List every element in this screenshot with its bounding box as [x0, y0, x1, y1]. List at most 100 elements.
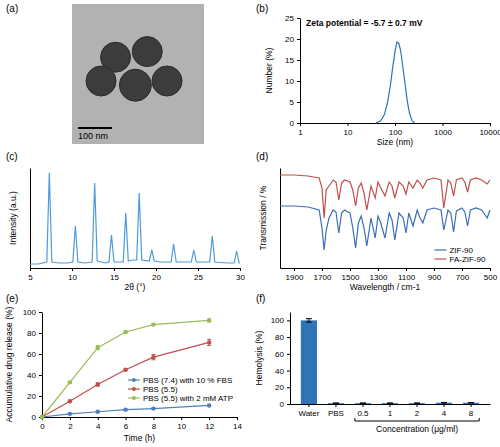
- y-axis-line: [290, 313, 291, 405]
- annotation: Concentration (μg/ml): [376, 424, 458, 434]
- legend-label: PBS (5.5) with 2 mM ATP: [143, 394, 233, 403]
- tick-label: 80: [27, 329, 36, 338]
- tick-label: 10: [177, 422, 186, 431]
- marker: [123, 407, 127, 411]
- tick-mark: [406, 268, 407, 271]
- tick-mark: [287, 354, 290, 355]
- y-axis-tick: 5: [290, 98, 300, 107]
- error-bar: [207, 339, 211, 345]
- tick-label: 40: [275, 367, 284, 376]
- y-axis-line: [300, 19, 301, 124]
- tick-mark: [39, 396, 42, 397]
- x-axis-tick: 8: [469, 404, 474, 418]
- tick-label: 1900: [286, 273, 304, 282]
- error-cap: [387, 403, 393, 404]
- error-cap: [207, 339, 211, 340]
- series-line: [280, 175, 490, 218]
- x-axis-tick: 0.5: [357, 404, 369, 418]
- x-axis-tick: 20: [152, 268, 161, 282]
- y-axis-line: [42, 313, 43, 418]
- error-cap: [306, 322, 312, 323]
- error-cap: [468, 402, 474, 403]
- tick-label: 1700: [314, 273, 332, 282]
- tick-mark: [434, 268, 435, 271]
- bracket-end: [479, 418, 480, 421]
- series-line: [42, 405, 209, 417]
- error-bar: [441, 402, 447, 404]
- legend-item: PBS (5.5) with 2 mM ATP: [128, 394, 233, 403]
- tick-mark: [287, 337, 290, 338]
- tick-mark: [297, 102, 300, 103]
- tick-label: 5: [28, 273, 33, 282]
- y-axis-tick: 80: [275, 333, 290, 342]
- tick-label: 2: [415, 409, 420, 418]
- tick-mark: [294, 268, 295, 271]
- tick-mark: [308, 404, 309, 407]
- x-axis-tick: PBS: [328, 404, 344, 418]
- x-axis-tick: 6: [124, 417, 129, 431]
- tick-mark: [198, 268, 199, 271]
- legend: ZIF-90FA-ZIF-90: [434, 246, 486, 264]
- tick-mark: [39, 312, 42, 313]
- legend: PBS (7.4) with 10 % FBSPBS (5.5)PBS (5.5…: [128, 376, 233, 403]
- x-axis: 19001700150013001100900700500: [281, 268, 498, 282]
- error-cap: [151, 354, 155, 355]
- tick-mark: [335, 404, 336, 407]
- tick-label: 2: [68, 422, 73, 431]
- marker: [68, 399, 72, 403]
- tick-mark: [362, 404, 363, 407]
- x-axis-tick: 8: [152, 417, 157, 431]
- error-cap: [207, 345, 211, 346]
- y-axis: 020406080100: [23, 308, 43, 422]
- error-line: [308, 319, 309, 322]
- tick-mark: [390, 404, 391, 407]
- x-axis-tick: 1: [298, 123, 303, 137]
- marker: [96, 410, 100, 414]
- bar: [463, 403, 479, 404]
- tick-mark: [490, 123, 491, 126]
- series-line: [376, 42, 415, 123]
- scale-bar-label: 100 nm: [78, 131, 108, 141]
- tick-label: 4: [96, 422, 101, 431]
- tick-label: 25: [285, 14, 294, 23]
- x-axis-tick: 900: [428, 268, 442, 282]
- tick-mark: [297, 39, 300, 40]
- tick-label: 1000: [434, 128, 452, 137]
- plot-area: [376, 42, 415, 123]
- x-axis-tick: 10: [68, 268, 77, 282]
- plot-area: [30, 173, 240, 264]
- tick-label: 0: [280, 400, 285, 409]
- tick-mark: [287, 404, 290, 405]
- error-cap: [441, 402, 447, 403]
- tick-mark: [126, 417, 127, 420]
- tick-mark: [287, 387, 290, 388]
- y-axis-tick: 0: [290, 119, 300, 128]
- error-cap: [333, 403, 339, 404]
- tick-mark: [462, 268, 463, 271]
- y-axis-tick: 100: [23, 308, 42, 317]
- tick-label: 20: [152, 273, 161, 282]
- tick-label: 60: [275, 350, 284, 359]
- tick-label: 1: [388, 409, 393, 418]
- particle: [86, 66, 116, 96]
- legend-label: ZIF-90: [449, 246, 473, 255]
- tick-label: 1: [298, 128, 303, 137]
- y-axis-tick: 60: [27, 350, 42, 359]
- tick-label: 30: [236, 273, 245, 282]
- marker: [40, 415, 44, 419]
- scale-bar: [78, 127, 112, 129]
- tick-label: 500: [484, 273, 498, 282]
- tick-label: 1300: [370, 273, 388, 282]
- x-axis-tick: 14: [233, 417, 242, 431]
- x-axis-tick: 500: [484, 268, 498, 282]
- error-bar: [360, 402, 366, 403]
- tick-label: 12: [205, 422, 214, 431]
- y-axis-tick: 80: [27, 329, 42, 338]
- plot-area: [301, 319, 479, 404]
- panel-label: (b): [256, 3, 268, 14]
- x-axis-line: [43, 417, 238, 418]
- x-axis-tick: 2: [68, 417, 73, 431]
- tick-label: 100: [23, 308, 37, 317]
- error-bar: [306, 319, 312, 322]
- tick-mark: [98, 417, 99, 420]
